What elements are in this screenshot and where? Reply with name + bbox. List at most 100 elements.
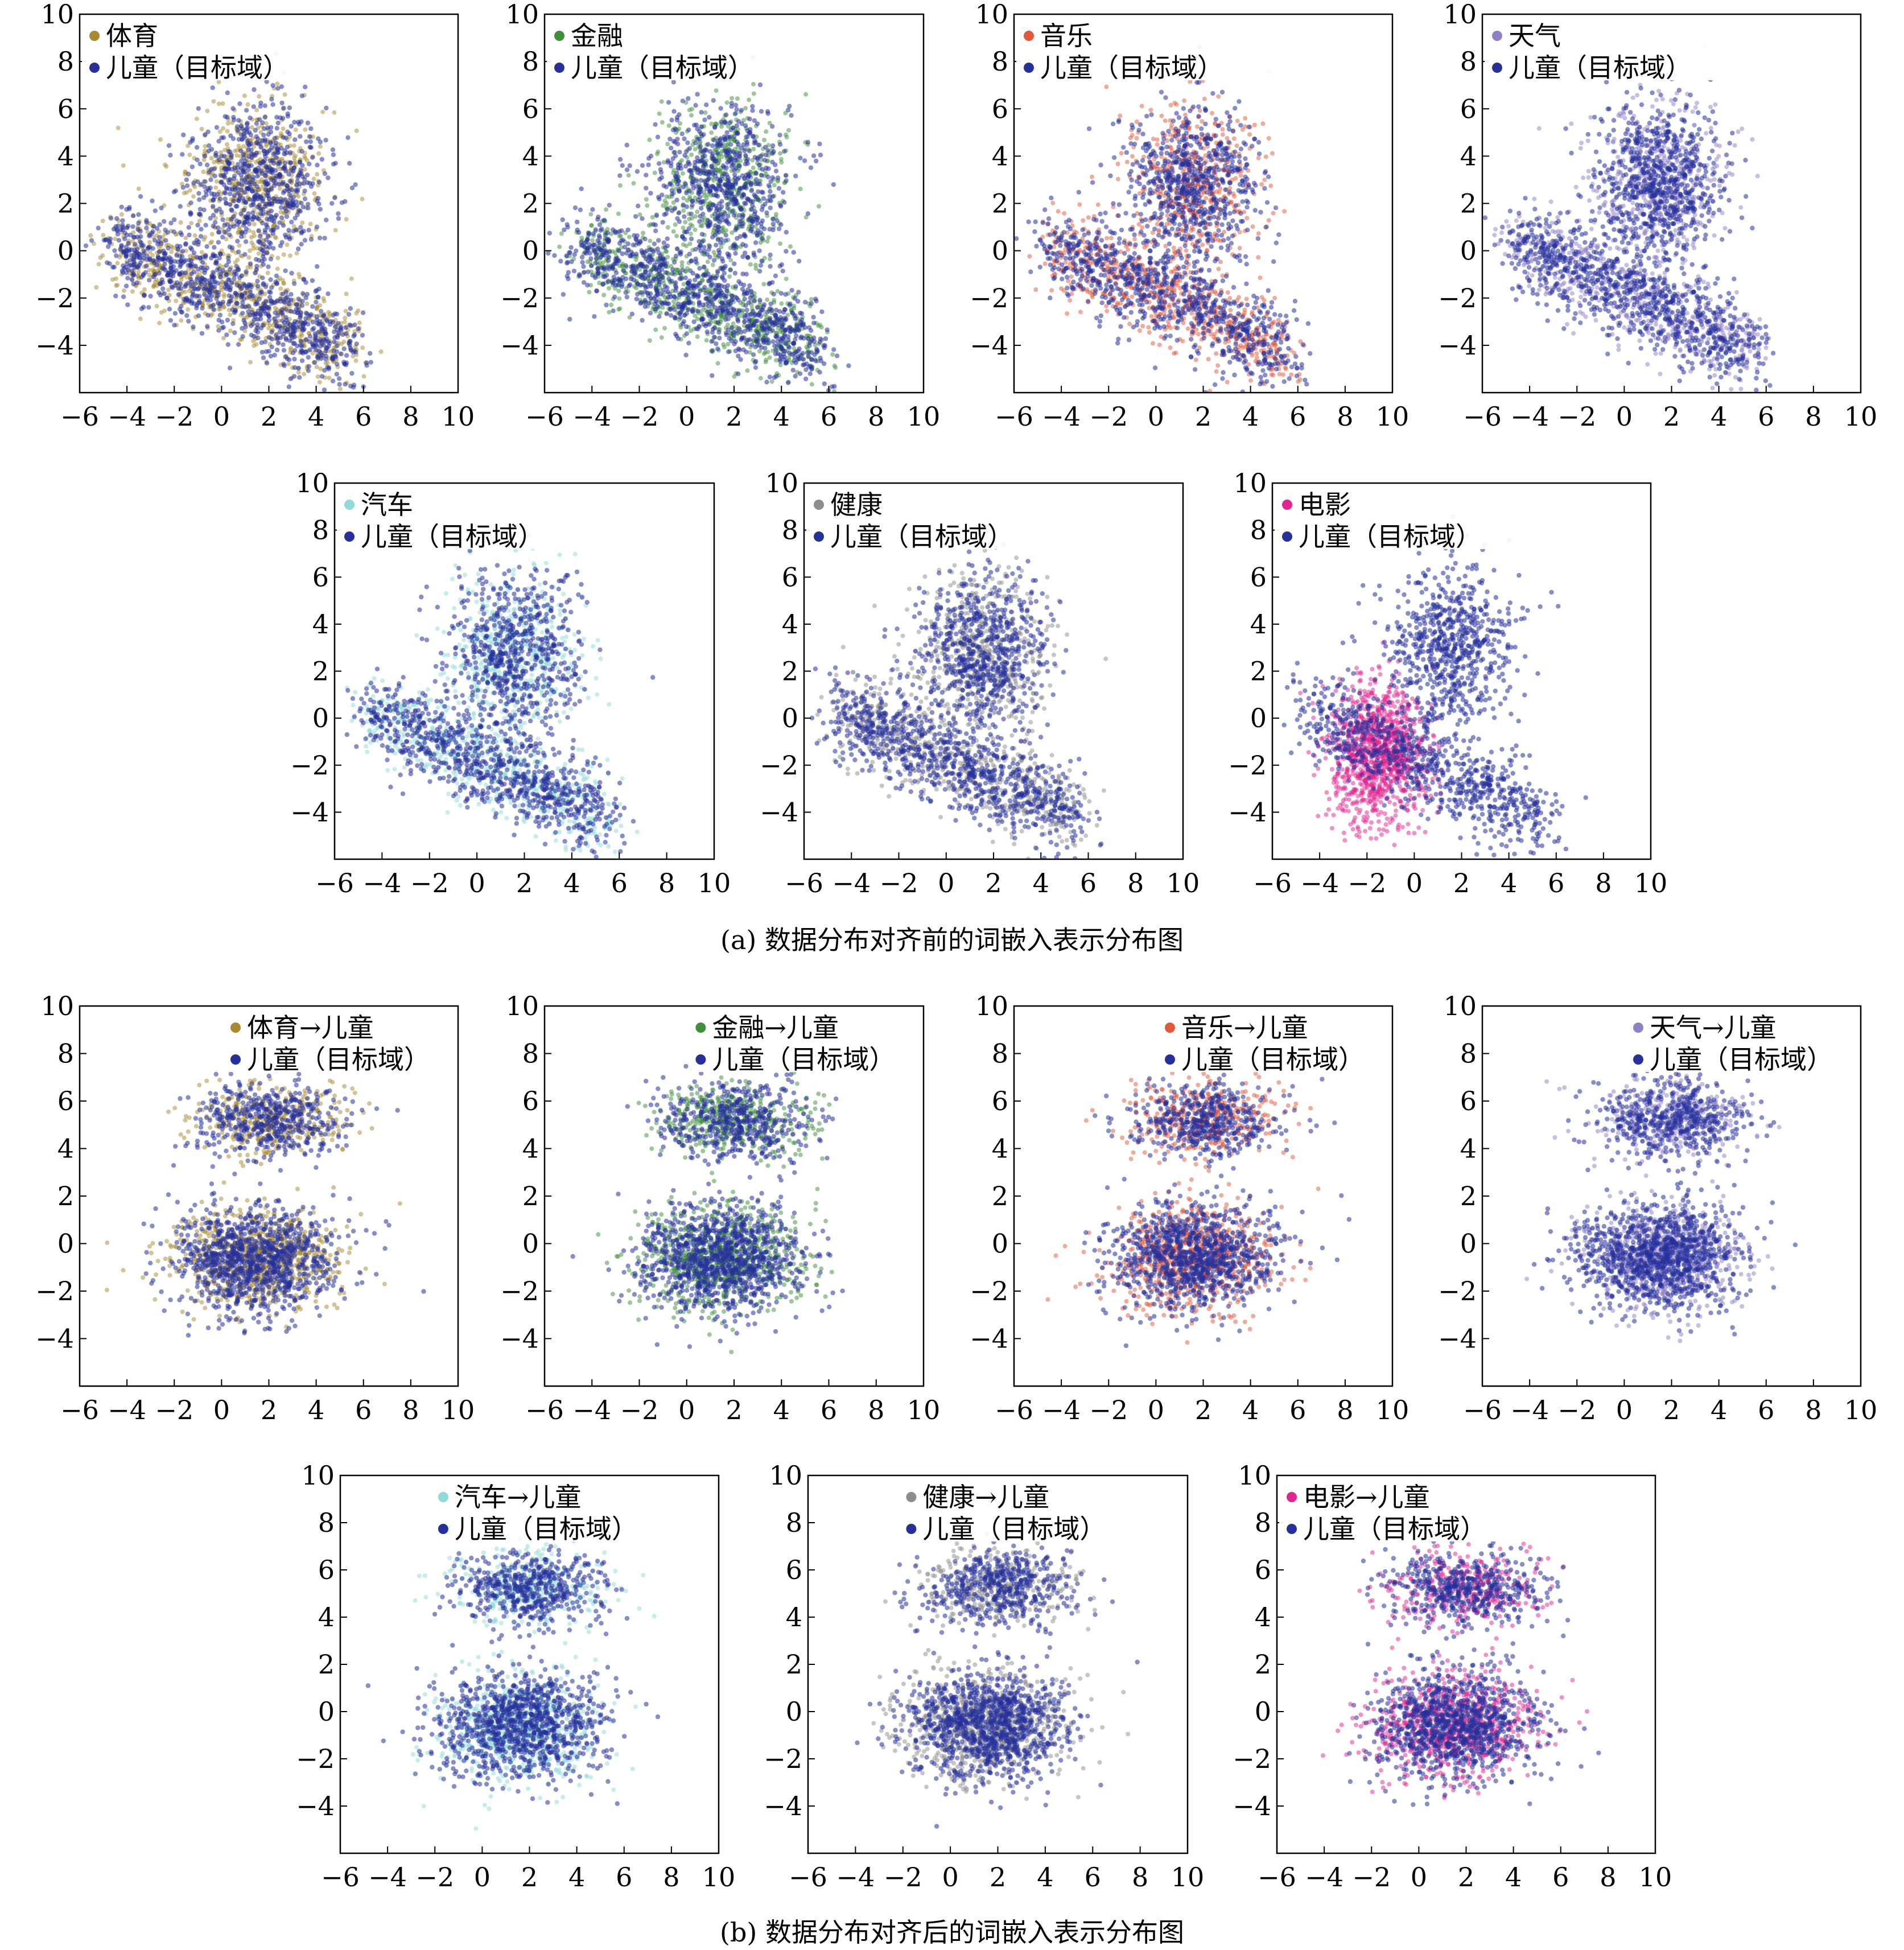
scatter-point [283,135,289,141]
scatter-point [279,156,285,162]
scatter-point [186,225,191,230]
scatter-point [258,312,263,318]
scatter-point [665,236,670,241]
scatter-point [769,379,774,384]
scatter-point [248,360,253,365]
scatter-point [547,230,552,236]
scatter-point [352,322,357,328]
scatter-point [732,172,737,178]
scatter-point [613,270,619,275]
scatter-point [766,183,772,188]
scatter-point [205,109,210,113]
scatter-point [765,331,770,336]
scatter-point [811,339,817,344]
scatter-point [732,374,737,379]
scatter-point [607,249,612,254]
scatter-point [163,228,168,233]
scatter-point [254,263,259,269]
scatter-point [303,295,308,300]
scatter-point [96,225,101,230]
scatter-point [664,201,669,206]
scatter-point [213,261,219,266]
scatter-point [184,297,189,302]
scatter-point [751,147,756,151]
scatter-point [126,241,131,246]
scatter-point [136,212,141,217]
scatter-point [809,297,814,302]
scatter-point [564,253,569,258]
scatter-point [767,374,773,380]
scatter-point [254,301,260,306]
scatter-point [224,271,229,277]
scatter-point [253,127,258,133]
scatter-point [194,145,200,150]
scatter-point [767,257,772,262]
scatter-point [686,159,691,164]
scatter-point [744,181,749,186]
scatter-point [311,176,316,182]
scatter-point [762,158,768,163]
scatter-point [666,123,671,128]
scatter-point [275,81,280,86]
scatter-point [286,203,291,208]
scatter-point [733,226,739,231]
scatter-point [271,246,276,251]
scatter-point [290,202,295,207]
scatter-point [572,252,577,257]
scatter-point [825,327,830,332]
scatter-point [281,348,287,353]
scatter-point [797,371,803,376]
scatter-point [322,368,327,373]
scatter-point [817,141,822,147]
scatter-point [821,361,827,366]
scatter-point [288,376,293,381]
scatter-point [619,245,624,250]
scatter-point [191,194,196,199]
scatter-point [113,294,118,299]
scatter-point [217,157,222,162]
scatter-point [240,196,246,201]
scatter-point [760,236,765,241]
scatter-point [201,292,207,297]
scatter-point [720,314,726,319]
scatter-point [737,185,743,191]
scatter-point [635,291,640,297]
scatter-point [663,270,668,275]
scatter-point [225,318,230,323]
scatter-point [308,145,314,150]
scatter-point [254,267,259,273]
scatter-point [751,81,756,86]
scatter-point [831,182,836,187]
scatter-point [101,233,106,238]
scatter-point [787,104,792,109]
scatter-point [199,226,204,232]
scatter-point [732,195,737,200]
scatter-point [199,250,204,255]
scatter-point [171,229,176,234]
scatter-point [209,191,215,196]
scatter-point [751,166,756,170]
scatter-point [739,108,744,113]
scatter-point [315,374,320,379]
legend-label: 儿童（目标域） [106,52,289,83]
scatter-point [168,263,174,269]
scatter-point [216,101,221,106]
scatter-point [578,207,583,212]
scatter-point [130,224,135,229]
scatter-point [202,153,207,159]
scatter-point [575,227,580,233]
scatter-point [310,319,316,325]
scatter-point [757,269,763,274]
scatter-point [208,283,213,288]
scatter-point [664,249,669,254]
scatter-point [347,160,352,166]
scatter-point [609,302,614,307]
scatter-point [559,231,564,236]
scatter-point [298,319,304,324]
scatter-point [798,311,803,316]
scatter-point [300,291,306,296]
scatter-point [291,224,296,229]
scatter-point [689,152,694,157]
scatter-point [757,182,763,187]
scatter-point [679,131,685,137]
